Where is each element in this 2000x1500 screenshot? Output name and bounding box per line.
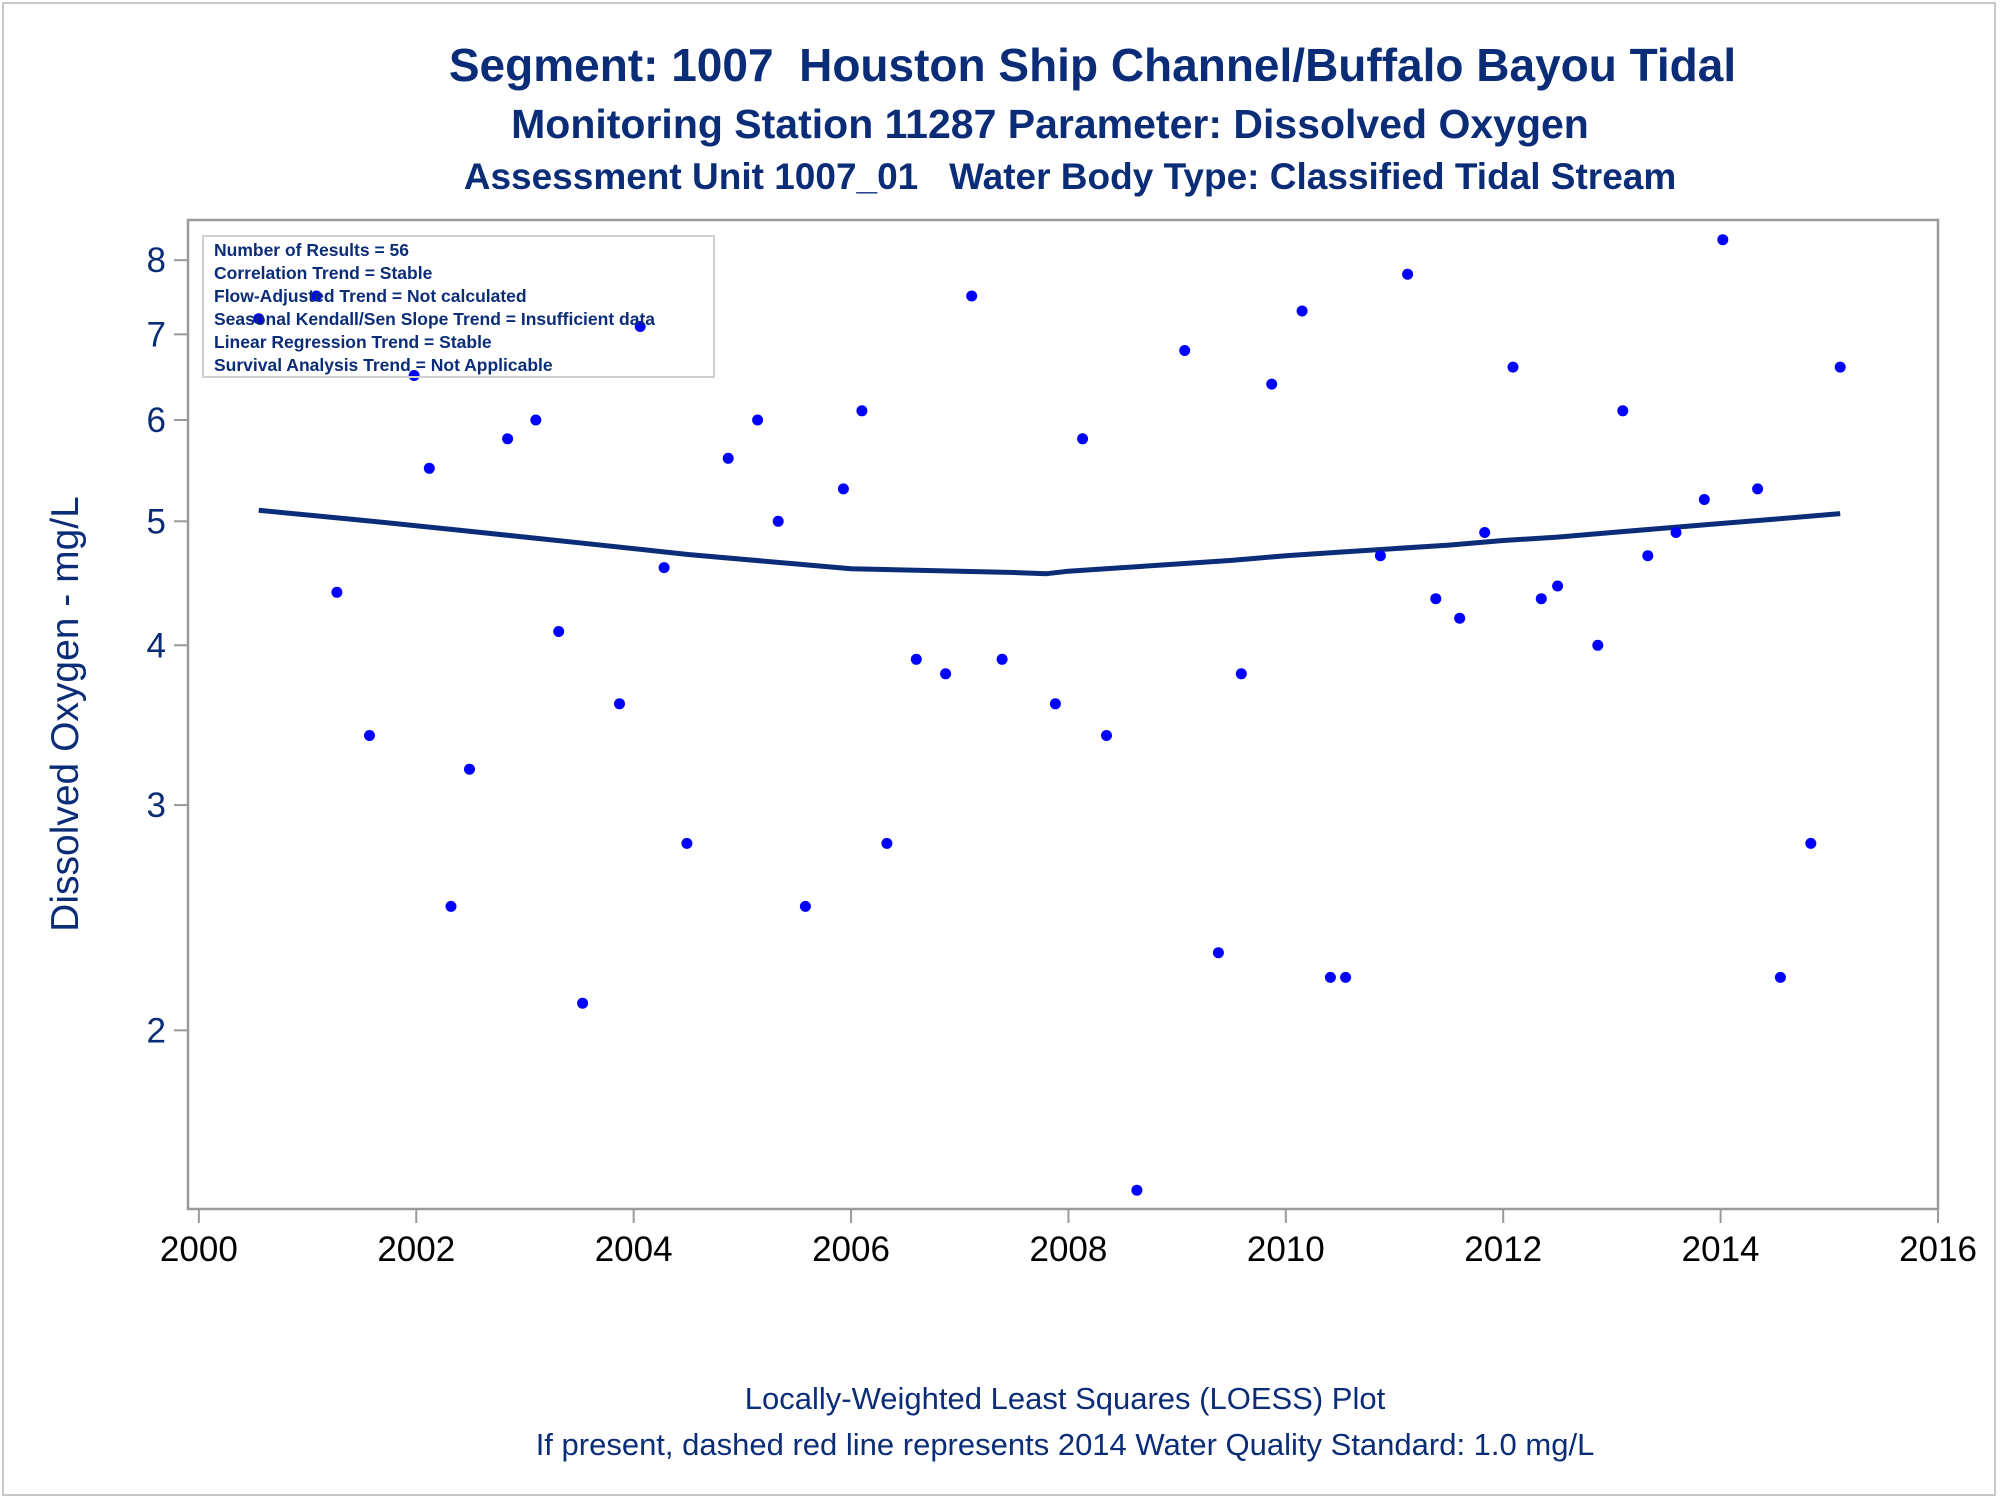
data-point: [1479, 527, 1491, 538]
data-point: [502, 433, 514, 445]
x-tick-label: 2002: [377, 1230, 455, 1269]
stats-box: Number of Results = 56 Correlation Trend …: [202, 235, 715, 378]
data-point: [310, 290, 322, 302]
data-point: [722, 452, 734, 464]
stats-box-line: Number of Results = 56: [214, 240, 409, 260]
y-tick-label: 3: [147, 786, 166, 825]
data-point: [1752, 483, 1764, 495]
chart-subtitle-2: Assessment Unit 1007_01 Water Body Type:…: [463, 156, 1677, 197]
stats-box-border: [202, 235, 715, 378]
data-point: [1179, 345, 1191, 356]
data-point: [1430, 593, 1442, 605]
data-point: [553, 626, 565, 637]
y-tick-label: 5: [147, 502, 166, 541]
data-point: [881, 837, 893, 849]
stats-box-line: Linear Regression Trend = Stable: [214, 332, 492, 352]
data-point: [1340, 971, 1352, 983]
data-point: [1834, 361, 1846, 373]
plot-area-border: [186, 218, 1940, 1211]
data-point: [966, 290, 978, 302]
data-point: [423, 462, 435, 474]
y-axis: 2 3 4 5 6 7 8: [147, 241, 188, 1050]
data-point: [1402, 268, 1414, 280]
data-point: [1212, 947, 1224, 959]
x-tick-label: 2000: [160, 1230, 238, 1269]
y-tick-label: 2: [147, 1011, 166, 1050]
footnote-loess: Locally-Weighted Least Squares (LOESS) P…: [744, 1381, 1386, 1416]
loess-line: [258, 507, 1841, 577]
data-point: [634, 321, 646, 332]
data-point: [1698, 494, 1710, 505]
data-point: [837, 483, 849, 495]
data-point: [856, 405, 868, 417]
data-point: [1617, 405, 1629, 417]
data-point: [1592, 639, 1604, 651]
data-point: [681, 837, 693, 849]
stats-box-line: Seasonal Kendall/Sen Slope Trend = Insuf…: [214, 309, 655, 329]
x-axis: 2000 2002 2004 2006 2008 2010 2012 2014 2016: [160, 1209, 1977, 1269]
y-tick-label: 6: [147, 401, 166, 440]
y-tick-label: 8: [147, 241, 166, 280]
data-point: [940, 668, 952, 680]
data-point: [331, 586, 343, 598]
x-tick-label: 2014: [1682, 1230, 1760, 1269]
data-point: [530, 414, 542, 426]
stats-box-line: Flow-Adjusted Trend = Not calculated: [214, 286, 527, 306]
data-point: [1454, 612, 1466, 624]
x-tick-label: 2004: [595, 1230, 673, 1269]
data-point: [1774, 971, 1786, 983]
data-point: [1235, 668, 1247, 680]
x-tick-label: 2006: [812, 1230, 890, 1269]
y-tick-label: 4: [147, 626, 166, 665]
chart-subtitle: Monitoring Station 11287 Parameter: Diss…: [511, 101, 1589, 147]
points-layer: [253, 234, 1846, 1196]
data-point: [408, 370, 420, 381]
loess-layer: [258, 507, 1841, 577]
data-point: [752, 414, 764, 426]
data-point: [1266, 378, 1278, 390]
y-axis-label: Dissolved Oxygen - mg/L: [44, 496, 87, 932]
data-point: [910, 653, 922, 665]
data-point: [1324, 971, 1336, 983]
x-tick-label: 2008: [1029, 1230, 1107, 1269]
data-point: [1552, 580, 1564, 592]
footnote-standard: If present, dashed red line represents 2…: [535, 1427, 1595, 1462]
data-point: [1805, 837, 1817, 849]
data-point: [1101, 730, 1112, 741]
data-point: [445, 900, 457, 912]
x-tick-label: 2010: [1247, 1230, 1325, 1269]
data-point: [1077, 433, 1089, 445]
data-point: [1374, 550, 1386, 562]
stats-box-line: Survival Analysis Trend = Not Applicable: [214, 355, 553, 375]
data-point: [464, 763, 475, 775]
data-point: [996, 653, 1008, 665]
data-point: [658, 562, 670, 574]
data-point: [1296, 305, 1308, 317]
data-point: [1642, 550, 1654, 562]
data-point: [577, 997, 589, 1009]
data-point: [1670, 527, 1682, 538]
data-point: [772, 515, 784, 527]
data-point: [253, 313, 265, 325]
data-point: [1717, 234, 1729, 246]
x-tick-label: 2012: [1464, 1230, 1542, 1269]
data-point: [1131, 1184, 1143, 1196]
stats-box-line: Correlation Trend = Stable: [214, 263, 433, 283]
chart-title: Segment: 1007 Houston Ship Channel/Buffa…: [448, 39, 1737, 91]
data-point: [799, 900, 811, 912]
data-point: [1507, 361, 1519, 373]
data-point: [614, 698, 625, 710]
data-point: [364, 730, 375, 741]
data-point: [1535, 593, 1547, 605]
data-point: [1049, 698, 1061, 710]
x-tick-label: 2016: [1899, 1230, 1977, 1269]
y-tick-label: 7: [147, 315, 166, 354]
